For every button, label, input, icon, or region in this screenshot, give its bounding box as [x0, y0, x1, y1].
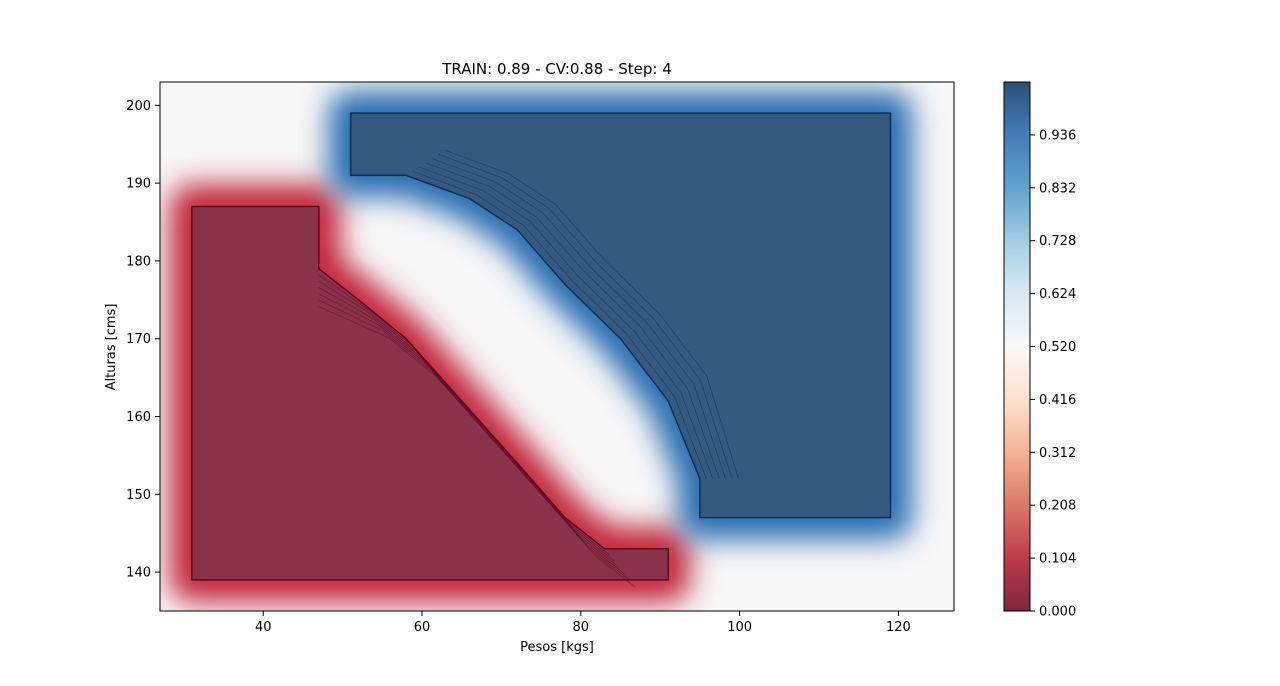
contour-line-red — [318, 299, 630, 581]
chart-title: TRAIN: 0.89 - CV:0.88 - Step: 4 — [441, 60, 671, 78]
y-tick-label: 200 — [126, 99, 151, 114]
region-class-0 — [191, 205, 669, 581]
contour-lines — [318, 149, 739, 587]
colorbar-tick-label: 0.520 — [1039, 340, 1076, 355]
colorbar-tick-label: 0.936 — [1039, 128, 1076, 143]
colorbar-tick-label: 0.000 — [1039, 605, 1076, 620]
plot-frame — [159, 81, 955, 612]
contour-line-red — [318, 281, 615, 562]
contour-line-blue — [425, 162, 720, 479]
y-tick-label: 140 — [126, 566, 151, 581]
colorbar-ticks: 0.000 0.104 0.208 0.312 0.416 0.520 0.624 0.728… — [1030, 128, 1076, 620]
y-axis: 140 150 160 170 180 190 200 — [126, 99, 160, 581]
colorbar-tick-label: 0.832 — [1039, 181, 1076, 196]
colorbar-tick-label: 0.312 — [1039, 446, 1076, 461]
contour-line-red — [318, 306, 635, 587]
plot-area — [159, 81, 955, 612]
colorbar-tick-label: 0.416 — [1039, 393, 1076, 408]
colorbar-tick-label: 0.208 — [1039, 499, 1076, 514]
x-tick-label: 40 — [255, 620, 272, 635]
y-tick-label: 190 — [126, 177, 151, 192]
contour-line-blue — [431, 158, 726, 479]
x-tick-label: 80 — [573, 620, 590, 635]
x-tick-label: 100 — [727, 620, 752, 635]
colorbar-tick-label: 0.624 — [1039, 287, 1076, 302]
x-tick-label: 120 — [886, 620, 911, 635]
x-tick-label: 60 — [414, 620, 431, 635]
colorbar-tick-label: 0.728 — [1039, 234, 1076, 249]
contour-line-red — [318, 287, 620, 568]
class-regions — [191, 112, 892, 581]
contour-line-blue — [418, 166, 714, 479]
colorbar-tick-label: 0.104 — [1039, 552, 1076, 567]
y-tick-label: 160 — [126, 410, 151, 425]
y-tick-label: 170 — [126, 332, 151, 347]
y-axis-label: Alturas [cms] — [104, 304, 119, 391]
contour-line-blue — [438, 154, 733, 479]
contour-line-red — [318, 293, 625, 575]
contour-line-blue — [444, 149, 739, 479]
region-class-1 — [349, 112, 892, 519]
contour-line-red — [318, 274, 610, 556]
y-tick-label: 150 — [126, 488, 151, 503]
contour-line-blue — [412, 170, 707, 479]
colorbar: 0.000 0.104 0.208 0.312 0.416 0.520 0.624 0.728… — [1003, 81, 1076, 620]
x-axis: 40 60 80 100 120 — [255, 611, 911, 635]
x-axis-label: Pesos [kgs] — [520, 640, 594, 655]
colorbar-gradient — [1003, 81, 1031, 612]
y-tick-label: 180 — [126, 254, 151, 269]
